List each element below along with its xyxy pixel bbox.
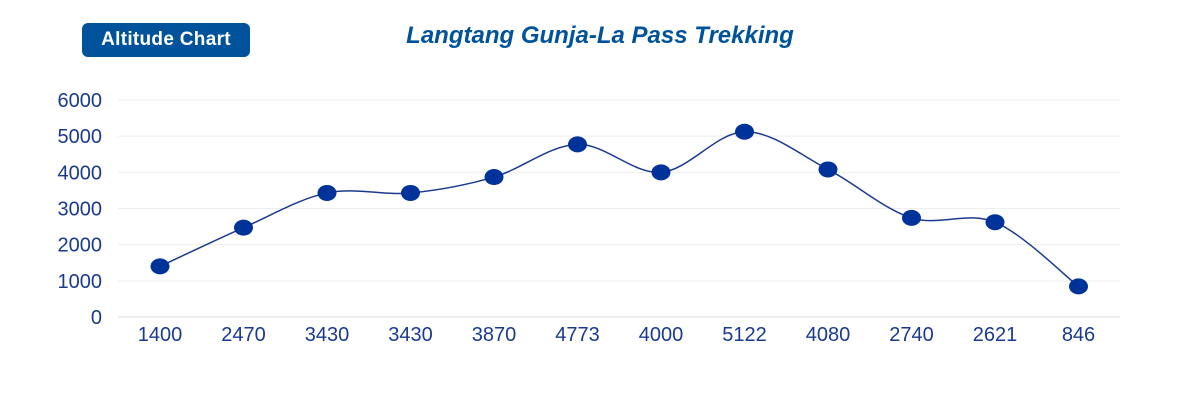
x-tick-label: 3870 bbox=[472, 324, 517, 346]
data-point bbox=[234, 219, 253, 236]
y-tick-label: 0 bbox=[91, 307, 102, 329]
x-tick-label: 5122 bbox=[722, 324, 767, 346]
y-tick-label: 1000 bbox=[58, 271, 103, 293]
data-point bbox=[484, 169, 504, 186]
y-axis-ticks: 0 1000 2000 3000 4000 5000 6000 bbox=[58, 90, 103, 329]
series-line-layer bbox=[159, 131, 1079, 287]
data-point bbox=[568, 136, 587, 153]
x-tick-label: 4080 bbox=[806, 324, 851, 346]
y-tick-label: 5000 bbox=[58, 126, 103, 148]
data-points bbox=[150, 123, 1088, 295]
x-tick-label: 1400 bbox=[138, 324, 183, 346]
y-tick-label: 3000 bbox=[58, 199, 103, 221]
data-point bbox=[401, 184, 420, 201]
data-point bbox=[651, 164, 671, 181]
x-tick-label: 846 bbox=[1062, 324, 1095, 346]
chart-badge: Altitude Chart bbox=[82, 23, 250, 57]
y-tick-label: 2000 bbox=[58, 235, 103, 257]
grid-lines bbox=[118, 99, 1120, 318]
series-line bbox=[159, 131, 1079, 287]
x-tick-label: 2470 bbox=[221, 324, 266, 346]
x-tick-label: 2621 bbox=[973, 324, 1018, 346]
data-point bbox=[735, 123, 754, 140]
x-tick-label: 3430 bbox=[305, 324, 350, 346]
x-tick-label: 4000 bbox=[639, 324, 684, 346]
x-tick-label: 4773 bbox=[555, 324, 600, 346]
y-tick-label: 4000 bbox=[58, 162, 103, 184]
data-point bbox=[818, 161, 838, 178]
chart-title: Langtang Gunja-La Pass Trekking bbox=[406, 22, 794, 49]
data-point bbox=[902, 209, 921, 226]
x-tick-label: 2740 bbox=[889, 324, 934, 346]
x-tick-label: 3430 bbox=[388, 324, 433, 346]
data-point bbox=[150, 258, 170, 275]
x-axis-ticks: 1400 2470 3430 3430 3870 4773 4000 5122 4080 2740… bbox=[138, 324, 1095, 346]
data-point bbox=[985, 214, 1005, 231]
y-tick-label: 6000 bbox=[58, 90, 103, 112]
data-point bbox=[1069, 278, 1088, 295]
data-point bbox=[317, 184, 337, 201]
